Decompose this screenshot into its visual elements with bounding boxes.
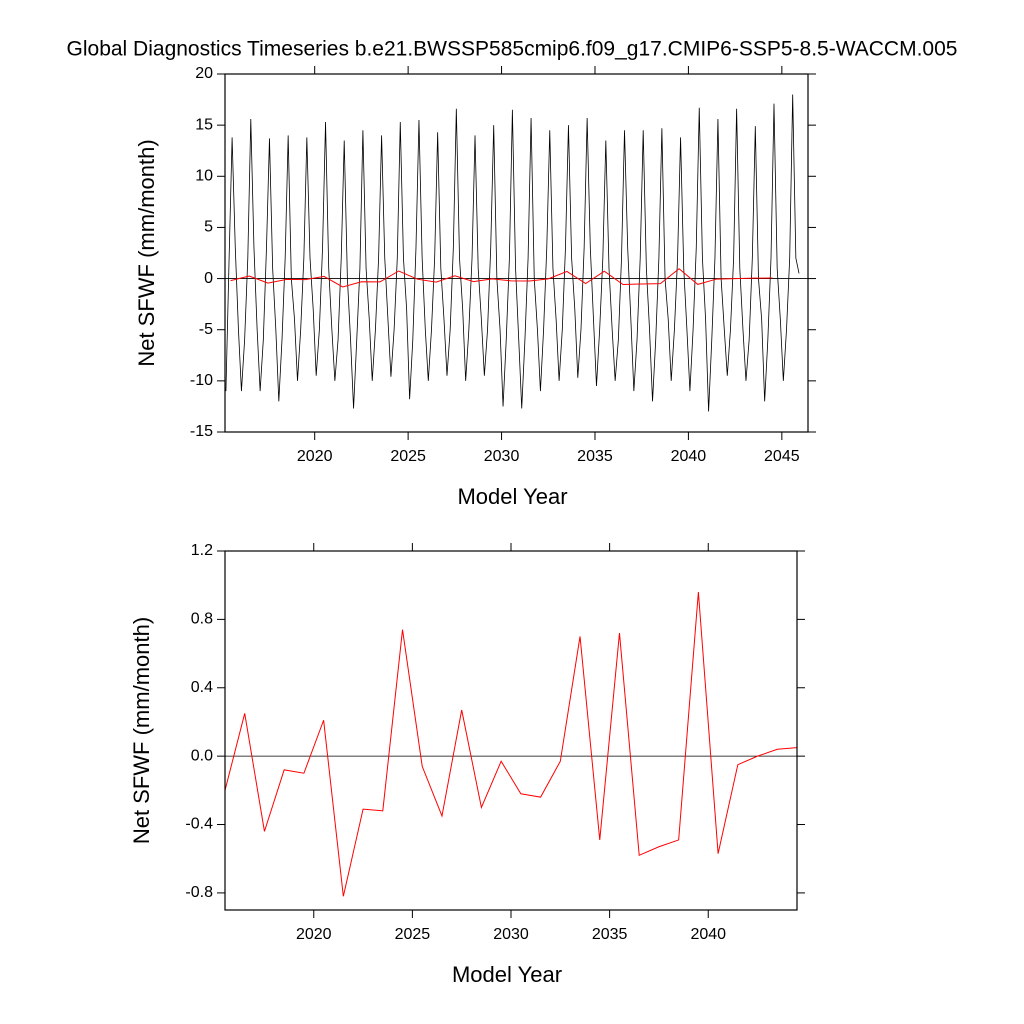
- x-tick-label: 2020: [296, 926, 332, 943]
- plot-frame: [224, 73, 809, 433]
- x-tick-label: 2045: [764, 448, 800, 465]
- x-tick-label: 2035: [592, 926, 628, 943]
- y-tick-label: 10: [195, 168, 213, 185]
- x-tick-label: 2025: [390, 448, 426, 465]
- y-tick-label: -10: [190, 372, 213, 389]
- y-tick-label: 5: [204, 219, 213, 236]
- y-tick-label: 0: [204, 270, 213, 287]
- data-line: [230, 268, 773, 288]
- x-tick-label: 2025: [395, 926, 431, 943]
- y-tick-label: 0.4: [191, 679, 213, 696]
- y-tick-label: -15: [190, 423, 213, 440]
- y-tick-label: 15: [195, 116, 213, 133]
- y-tick-label: 0.0: [191, 747, 213, 764]
- y-axis-title: Net SFWF (mm/month): [134, 139, 159, 366]
- data-line: [224, 591, 798, 897]
- x-tick-label: 2040: [671, 448, 707, 465]
- plot-frame: [224, 550, 798, 911]
- x-tick-label: 2035: [577, 448, 613, 465]
- y-tick-label: -0.4: [185, 816, 213, 833]
- chart-title: Global Diagnostics Timeseries b.e21.BWSS…: [67, 38, 958, 61]
- x-tick-label: 2020: [297, 448, 333, 465]
- y-tick-label: 1.2: [191, 542, 213, 559]
- x-tick-label: 2030: [484, 448, 520, 465]
- y-tick-label: -0.8: [185, 884, 213, 901]
- x-axis-title: Model Year: [457, 484, 567, 509]
- x-tick-label: 2030: [493, 926, 529, 943]
- x-tick-label: 2040: [690, 926, 726, 943]
- y-axis-title: Net SFWF (mm/month): [129, 617, 154, 844]
- y-tick-label: 0.8: [191, 611, 213, 628]
- data-line: [225, 94, 800, 412]
- y-tick-label: 20: [195, 65, 213, 82]
- x-axis-title: Model Year: [452, 962, 562, 987]
- y-tick-label: -5: [199, 321, 213, 338]
